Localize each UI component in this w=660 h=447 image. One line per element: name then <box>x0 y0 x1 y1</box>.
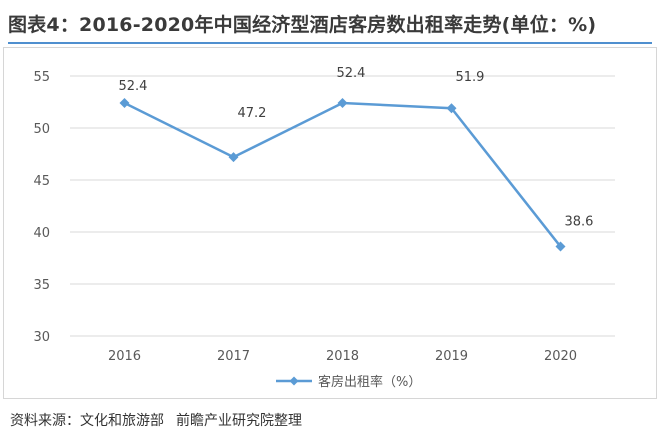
chart-title: 图表4：2016-2020年中国经济型酒店客房数出租率走势(单位：%) <box>8 14 597 36</box>
x-tick-label-2016: 2016 <box>108 349 141 364</box>
data-label-2019: 51.9 <box>456 70 485 85</box>
y-tick-label-55: 55 <box>33 70 50 85</box>
data-point-2018 <box>337 98 348 109</box>
line-chart: 30 35 40 45 50 55 2016 2017 2018 2019 2020 52.4 47.2… <box>33 66 615 390</box>
series-line <box>123 101 562 248</box>
source-note: 资料来源：文化和旅游部 前瞻产业研究院整理 <box>10 410 302 430</box>
source-org-1: 文化和旅游部 <box>80 413 164 429</box>
x-tick-label-2019: 2019 <box>435 349 468 364</box>
data-label-2020: 38.6 <box>565 215 594 230</box>
data-label-2018: 52.4 <box>337 66 366 81</box>
x-tick-label-2020: 2020 <box>544 349 577 364</box>
chart-frame <box>3 47 657 399</box>
data-point-2016 <box>119 98 130 109</box>
y-tick-label-50: 50 <box>33 122 50 137</box>
y-tick-label-30: 30 <box>33 330 50 345</box>
data-point-2019 <box>446 103 457 114</box>
x-tick-label-2018: 2018 <box>326 349 359 364</box>
data-point-2020 <box>555 241 566 252</box>
legend-label: 客房出租率（%） <box>318 374 421 390</box>
title-divider <box>8 42 652 44</box>
source-org-2: 前瞻产业研究院整理 <box>176 413 302 429</box>
data-label-2016: 52.4 <box>119 79 148 94</box>
y-tick-label-40: 40 <box>33 226 50 241</box>
source-label: 资料来源： <box>10 413 80 429</box>
legend-marker <box>289 376 299 386</box>
data-point-2017 <box>228 152 239 163</box>
y-tick-label-35: 35 <box>33 278 50 293</box>
y-tick-label-45: 45 <box>33 174 50 189</box>
data-label-2017: 47.2 <box>238 106 267 121</box>
x-tick-label-2017: 2017 <box>217 349 250 364</box>
